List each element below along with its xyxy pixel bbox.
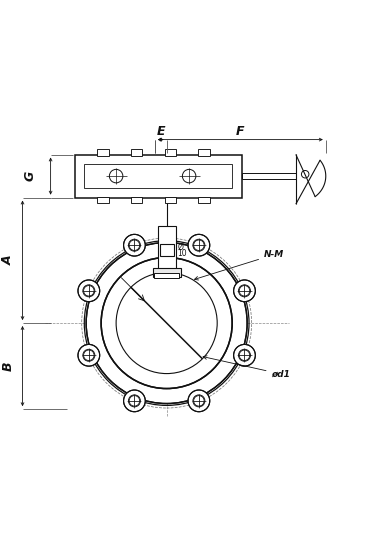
Circle shape <box>188 234 210 256</box>
Text: Ø: Ø <box>178 243 183 252</box>
Circle shape <box>188 390 210 411</box>
Bar <box>75 155 242 198</box>
Circle shape <box>124 234 145 256</box>
Text: 10: 10 <box>178 249 187 258</box>
Circle shape <box>79 281 99 301</box>
Bar <box>198 149 210 156</box>
Bar <box>97 149 109 156</box>
Text: G: G <box>23 171 37 181</box>
Bar <box>131 149 143 156</box>
Bar <box>158 226 176 272</box>
Circle shape <box>234 280 255 302</box>
Circle shape <box>234 281 254 301</box>
Circle shape <box>78 344 100 366</box>
Text: E: E <box>156 125 165 138</box>
Bar <box>153 268 181 277</box>
Circle shape <box>79 345 99 365</box>
Circle shape <box>78 280 100 302</box>
Bar <box>97 197 109 203</box>
Text: ød1: ød1 <box>203 356 290 378</box>
Bar <box>159 244 174 256</box>
Bar <box>198 197 210 203</box>
Bar <box>84 164 232 188</box>
Text: B: B <box>2 361 15 371</box>
Bar <box>165 149 176 156</box>
Bar <box>165 197 176 203</box>
Circle shape <box>124 390 145 411</box>
Circle shape <box>109 169 123 183</box>
Circle shape <box>86 243 247 403</box>
Circle shape <box>124 235 144 255</box>
Circle shape <box>234 344 255 366</box>
Circle shape <box>189 391 209 411</box>
Text: F: F <box>236 125 245 138</box>
Bar <box>131 197 143 203</box>
Bar <box>155 272 179 278</box>
Circle shape <box>124 391 144 411</box>
Circle shape <box>101 258 232 389</box>
Circle shape <box>182 169 196 183</box>
Circle shape <box>234 345 254 365</box>
Circle shape <box>189 235 209 255</box>
Text: A: A <box>2 256 15 265</box>
Text: N-M: N-M <box>195 250 284 280</box>
